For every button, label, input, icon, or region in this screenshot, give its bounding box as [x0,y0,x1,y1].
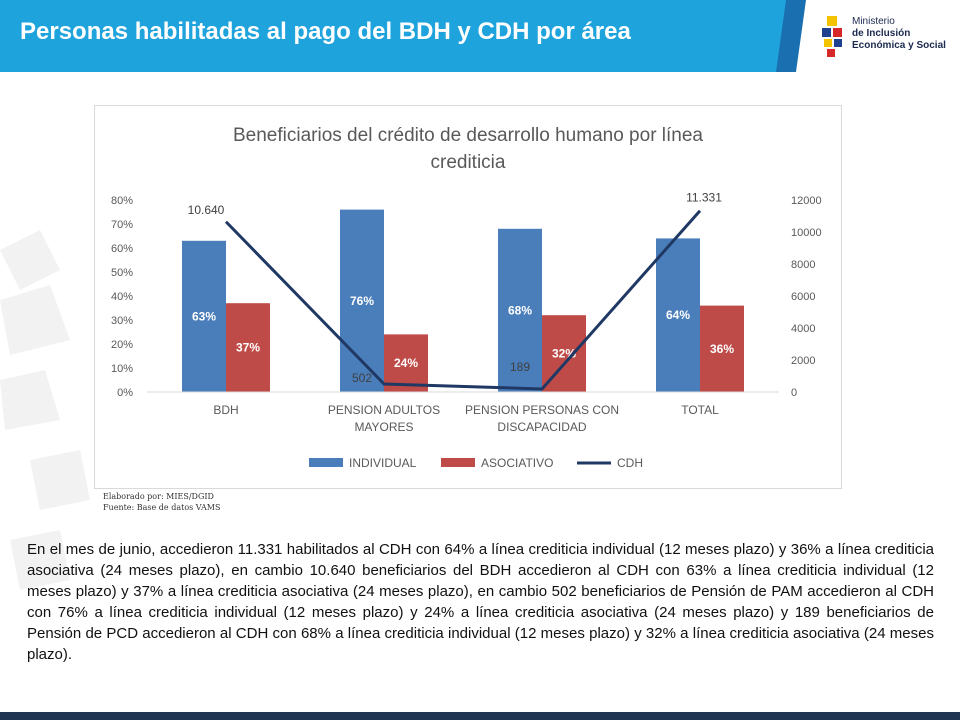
bottom-bar [0,712,960,720]
left-axis-tick-label: 80% [111,195,133,207]
bar-asociativo [226,303,270,392]
bar-data-label: 37% [236,341,260,355]
chart-container: Beneficiarios del crédito de desarrollo … [94,105,842,489]
bar-data-label: 76% [350,294,374,308]
left-axis-tick-label: 60% [111,243,133,255]
credits-source: Fuente: Base de datos VAMS [103,503,221,512]
x-axis-category-label: PENSION PERSONAS CON [465,403,619,417]
left-axis-tick-label: 30% [111,315,133,327]
x-axis-category-label: BDH [213,403,238,417]
logo-line-2: de Inclusión [852,28,911,39]
right-axis-tick-label: 4000 [791,323,815,335]
right-axis-tick-label: 8000 [791,259,815,271]
left-axis-tick-label: 20% [111,339,133,351]
right-axis-tick-label: 12000 [791,195,822,207]
legend-swatch [441,458,475,467]
credits-author: Elaborado por: MIES/DGID [103,492,214,501]
page-title: Personas habilitadas al pago del BDH y C… [20,18,631,45]
summary-paragraph: En el mes de junio, accedieron 11.331 ha… [27,541,934,663]
logo-line-1: Ministerio [852,16,895,27]
right-axis-tick-label: 10000 [791,227,822,239]
bar-data-label: 63% [192,309,216,323]
bar-data-label: 36% [710,342,734,356]
ministry-logo: Ministerio de Inclusión Económica y Soci… [818,12,958,62]
left-axis-tick-label: 0% [117,387,133,399]
bar-series: 63%76%68% 64%37%24%32% 36% [182,209,744,392]
x-axis-category-label: PENSION ADULTOS [328,403,440,417]
bar-individual [498,228,542,392]
line-data-label: 502 [352,371,372,385]
header-bar: Personas habilitadas al pago del BDH y C… [0,0,960,72]
chart-title-line: Beneficiarios del crédito de desarrollo … [233,125,703,146]
right-axis: 0 2000 4000 6000 8000 10000 12000 [791,195,822,399]
legend-swatch [309,458,343,467]
chart-title: Beneficiarios del crédito de desarrollo … [233,125,703,173]
bar-individual [656,238,700,392]
line-data-label: 189 [510,360,530,374]
chart: Beneficiarios del crédito de desarrollo … [111,125,822,470]
chart-title-line: crediticia [431,152,506,173]
left-axis-tick-label: 40% [111,291,133,303]
bar-individual [182,240,226,392]
right-axis-tick-label: 6000 [791,291,815,303]
chart-legend: INDIVIDUAL ASOCIATIVO CDH [309,456,643,470]
x-axis-category-label: MAYORES [354,420,413,434]
bar-data-label: 68% [508,303,532,317]
bar-data-label: 64% [666,308,690,322]
legend-label: CDH [617,456,643,470]
left-axis-tick-label: 50% [111,267,133,279]
bar-asociativo [384,334,428,392]
line-series: 10.640 502 189 11.331 [188,191,722,391]
legend-label: INDIVIDUAL [349,456,417,470]
ministry-name: Ministerio de Inclusión Económica y Soci… [852,16,946,52]
bar-data-label: 24% [394,356,418,370]
line-data-label: 11.331 [686,191,722,205]
right-axis-tick-label: 0 [791,387,797,399]
left-axis-tick-label: 10% [111,363,133,375]
bar-asociativo [700,305,744,392]
line-cdh [224,209,702,391]
left-axis-tick-label: 70% [111,219,133,231]
legend-label: ASOCIATIVO [481,456,553,470]
x-axis: BDH PENSION ADULTOS MAYORES PENSION PERSONA… [147,391,779,434]
line-data-label: 10.640 [188,203,225,217]
left-axis: 0% 10% 20% 30% 40% 50% 60% 70% 80% [111,195,133,399]
x-axis-category-label: DISCAPACIDAD [497,420,586,434]
right-axis-tick-label: 2000 [791,355,815,367]
logo-line-3: Económica y Social [852,40,946,51]
ministry-emblem-icon [822,16,842,57]
x-axis-category-label: TOTAL [681,403,719,417]
chart-credits: Elaborado por: MIES/DGID Fuente: Base de… [103,491,220,513]
